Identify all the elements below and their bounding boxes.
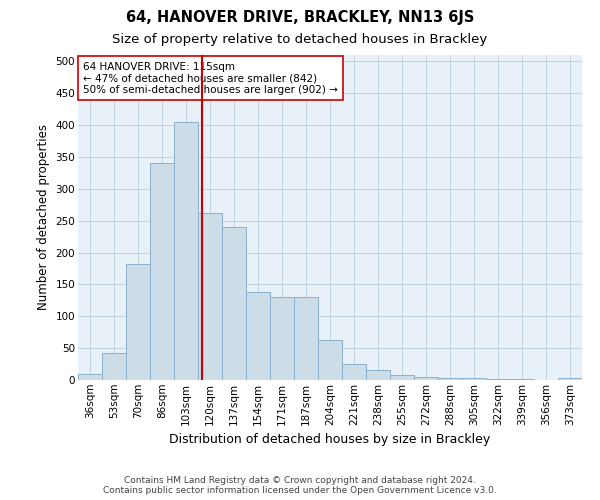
Text: Size of property relative to detached houses in Brackley: Size of property relative to detached ho… xyxy=(112,32,488,46)
Bar xyxy=(78,374,102,380)
Bar xyxy=(342,364,366,380)
Text: Contains HM Land Registry data © Crown copyright and database right 2024.
Contai: Contains HM Land Registry data © Crown c… xyxy=(103,476,497,495)
Text: 64, HANOVER DRIVE, BRACKLEY, NN13 6JS: 64, HANOVER DRIVE, BRACKLEY, NN13 6JS xyxy=(126,10,474,25)
Bar xyxy=(390,375,414,380)
Bar xyxy=(366,370,390,380)
Bar xyxy=(414,377,438,380)
Bar xyxy=(126,264,150,380)
Bar xyxy=(174,122,198,380)
Bar xyxy=(246,292,270,380)
Bar xyxy=(294,297,318,380)
Bar xyxy=(222,227,246,380)
Y-axis label: Number of detached properties: Number of detached properties xyxy=(37,124,50,310)
Bar xyxy=(150,164,174,380)
Bar xyxy=(270,297,294,380)
Bar xyxy=(462,378,486,380)
X-axis label: Distribution of detached houses by size in Brackley: Distribution of detached houses by size … xyxy=(169,433,491,446)
Bar xyxy=(558,378,582,380)
Text: 64 HANOVER DRIVE: 115sqm
← 47% of detached houses are smaller (842)
50% of semi-: 64 HANOVER DRIVE: 115sqm ← 47% of detach… xyxy=(83,62,338,94)
Bar xyxy=(318,340,342,380)
Bar xyxy=(438,378,462,380)
Bar xyxy=(198,213,222,380)
Bar xyxy=(102,353,126,380)
